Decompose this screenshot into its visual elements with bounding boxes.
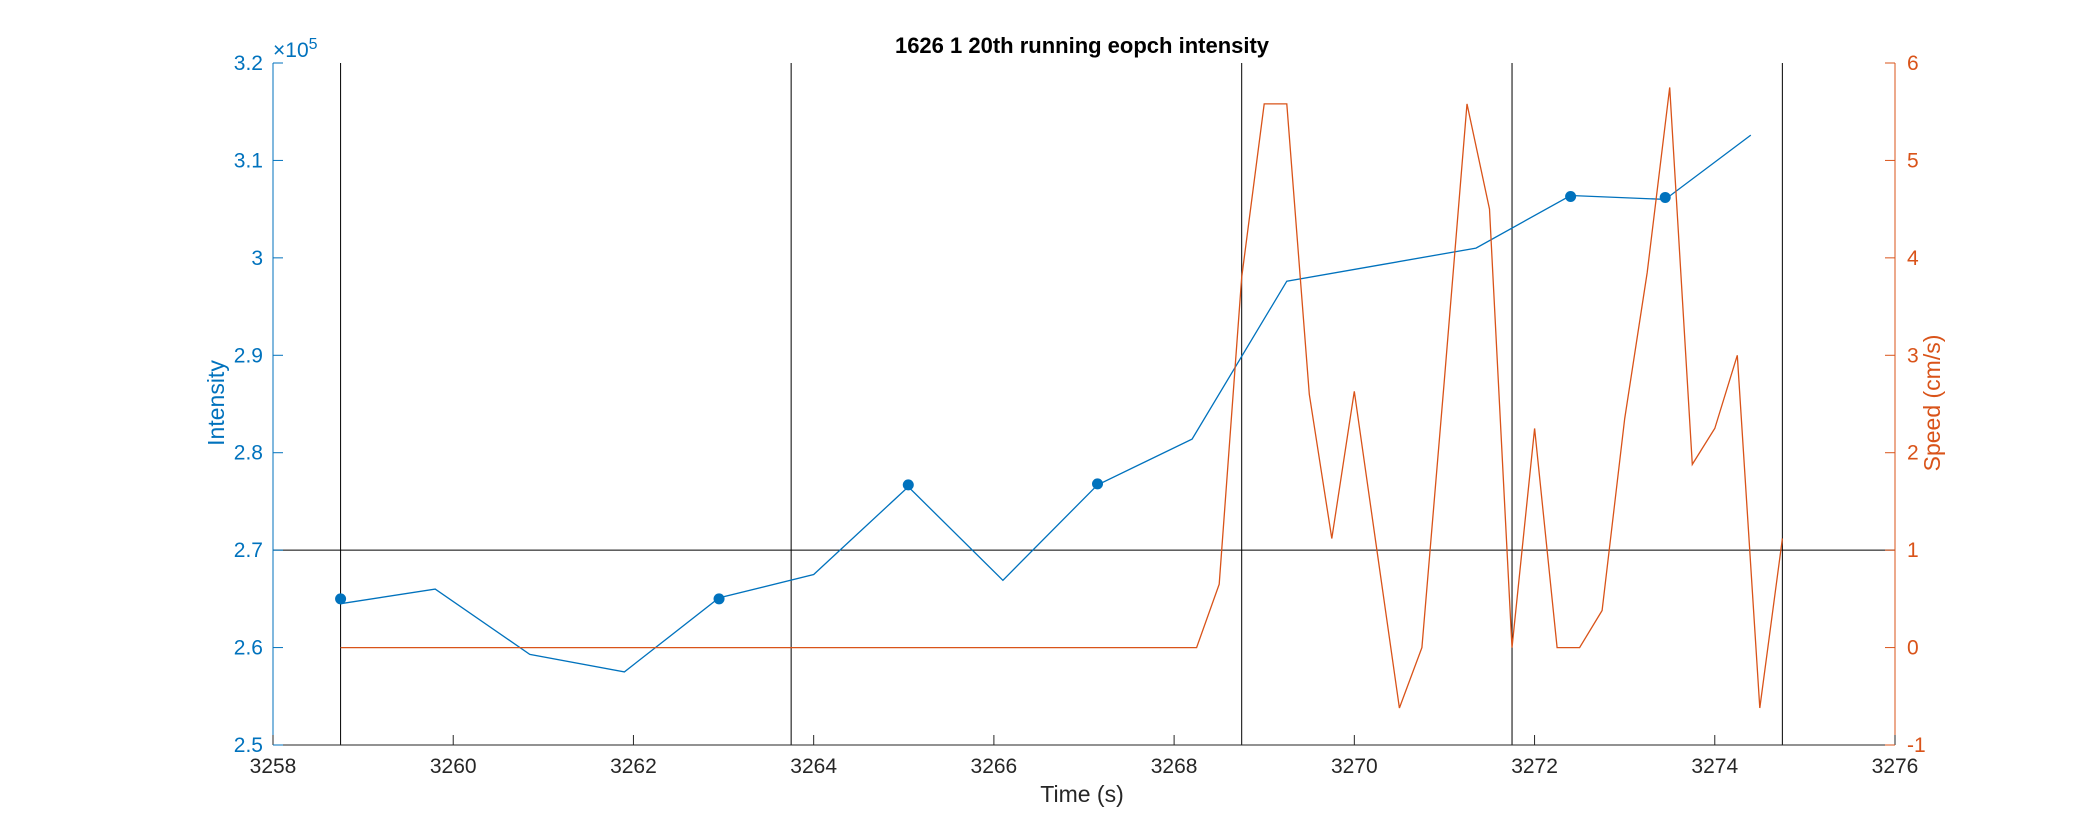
right-y-tick-label: 0 xyxy=(1907,637,1919,660)
x-tick-label: 3274 xyxy=(1691,755,1738,778)
intensity-series-line xyxy=(340,134,1752,673)
exponent-power: 5 xyxy=(309,36,318,53)
x-tick-label: 3276 xyxy=(1872,755,1919,778)
x-tick-label: 3258 xyxy=(250,755,297,778)
x-tick-label: 3260 xyxy=(430,755,477,778)
x-tick-label: 3270 xyxy=(1331,755,1378,778)
left-y-tick-label: 2.6 xyxy=(234,637,263,660)
left-y-tick-label: 3.1 xyxy=(234,149,263,172)
left-y-tick-label: 3.2 xyxy=(234,52,263,75)
left-y-tick-label: 2.5 xyxy=(234,734,263,757)
x-tick-label: 3262 xyxy=(610,755,657,778)
intensity-marker xyxy=(1659,191,1671,203)
x-tick-label: 3268 xyxy=(1151,755,1198,778)
left-y-tick-label: 2.7 xyxy=(234,539,263,562)
x-axis-label: Time (s) xyxy=(1040,781,1123,807)
intensity-marker xyxy=(902,479,914,491)
intensity-marker xyxy=(713,593,725,605)
left-y-tick-label: 3 xyxy=(251,247,263,270)
right-y-tick-label: 6 xyxy=(1907,52,1919,75)
speed-series-line xyxy=(340,87,1784,709)
right-y-tick-label: 4 xyxy=(1907,247,1919,270)
right-y-tick-label: -1 xyxy=(1907,734,1926,757)
intensity-marker xyxy=(1565,190,1577,202)
x-tick-label: 3266 xyxy=(971,755,1018,778)
x-tick-label: 3272 xyxy=(1511,755,1558,778)
intensity-marker xyxy=(1092,478,1104,490)
right-y-axis-label: Speed (cm/s) xyxy=(1919,335,1945,472)
left-y-tick-label: 2.8 xyxy=(234,442,263,465)
right-y-tick-label: 1 xyxy=(1907,539,1919,562)
right-y-tick-label: 3 xyxy=(1907,344,1919,367)
right-y-tick-label: 2 xyxy=(1907,442,1919,465)
left-y-axis-label: Intensity xyxy=(203,360,229,446)
x-tick-label: 3264 xyxy=(790,755,837,778)
chart-title: 1626 1 20th running eopch intensity xyxy=(895,33,1270,58)
left-y-tick-label: 2.9 xyxy=(234,344,263,367)
right-y-tick-label: 5 xyxy=(1907,149,1919,172)
intensity-marker xyxy=(335,593,347,605)
exponent-times: ×10 xyxy=(273,39,309,62)
exponent-label: ×105 xyxy=(273,36,318,62)
